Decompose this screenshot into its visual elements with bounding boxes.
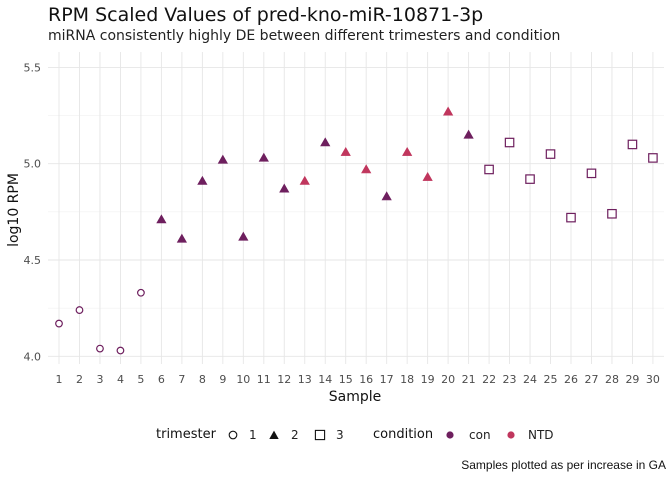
legend-label-trimester-3: 3	[336, 428, 344, 442]
x-tick-label: 26	[564, 373, 578, 386]
data-point-sample-11	[258, 152, 269, 162]
data-point-sample-1	[55, 319, 63, 328]
data-point-sample-19	[422, 171, 433, 181]
data-point-sample-14	[320, 137, 331, 147]
legend-title-trimester: trimester	[156, 427, 216, 442]
y-tick-label: 5.5	[24, 61, 42, 74]
x-tick-label: 23	[503, 373, 517, 386]
chart-caption: Samples plotted as per increase in GA	[461, 458, 666, 472]
x-tick-label: 7	[178, 373, 185, 386]
data-point-sample-5	[137, 288, 145, 297]
grid-layer	[48, 52, 664, 364]
legend-key-trimester-1	[228, 430, 238, 440]
legend: trimester 1 2 3 condition con NTD	[0, 426, 672, 446]
x-tick-label: 1	[56, 373, 63, 386]
data-point-sample-13	[299, 175, 310, 185]
y-axis-title: log10 RPM	[6, 173, 22, 247]
x-tick-label: 16	[359, 373, 373, 386]
legend-label-trimester-1: 1	[249, 428, 257, 442]
x-tick-label: 17	[380, 373, 394, 386]
data-point-sample-7	[176, 233, 187, 243]
legend-key-condition-con	[446, 431, 454, 439]
legend-title-condition: condition	[373, 427, 434, 442]
x-tick-label: 27	[584, 373, 598, 386]
x-tick-label: 25	[544, 373, 558, 386]
data-point-sample-15	[340, 146, 351, 156]
x-tick-label: 18	[400, 373, 414, 386]
data-point-sample-10	[238, 231, 249, 241]
x-tick-label: 10	[236, 373, 250, 386]
data-point-sample-24	[525, 174, 535, 184]
data-point-sample-29	[627, 139, 638, 150]
x-tick-label: 2	[76, 373, 83, 386]
data-point-sample-30	[648, 153, 658, 163]
data-point-sample-2	[75, 306, 84, 314]
x-tick-label: 15	[339, 373, 353, 386]
data-point-sample-6	[156, 214, 167, 224]
legend-key-condition-ntd	[507, 431, 515, 439]
x-tick-label: 12	[277, 373, 291, 386]
x-tick-label: 6	[158, 373, 165, 386]
legend-label-condition-ntd: NTD	[528, 428, 554, 442]
data-point-sample-20	[443, 106, 454, 116]
x-tick-label: 14	[318, 373, 332, 386]
x-tick-label: 13	[298, 373, 312, 386]
x-tick-label: 5	[137, 373, 144, 386]
x-tick-label: 20	[441, 373, 455, 386]
x-tick-label: 19	[421, 373, 435, 386]
chart-subtitle: miRNA consistently highly DE between dif…	[48, 28, 561, 44]
x-tick-label: 29	[625, 373, 639, 386]
data-point-sample-18	[402, 146, 413, 156]
x-tick-labels: 1 2 3 4 5 6 7 8 9 10 11 12 13 14 15 16 17 18 19 20 21 22 23 24 2…	[56, 373, 660, 386]
data-point-sample-23	[504, 137, 515, 148]
x-tick-label: 30	[646, 373, 660, 386]
x-axis-title: Sample	[329, 389, 382, 405]
data-point-sample-27	[586, 168, 597, 179]
data-point-sample-22	[484, 164, 494, 175]
y-tick-labels: 4.0 4.5 5.0 5.5	[24, 61, 42, 363]
data-point-sample-28	[607, 208, 617, 219]
y-tick-label: 4.5	[24, 254, 42, 267]
x-tick-label: 8	[199, 373, 206, 386]
y-tick-label: 4.0	[24, 350, 42, 363]
legend-label-trimester-2: 2	[291, 428, 299, 442]
data-point-sample-9	[217, 154, 228, 164]
legend-label-condition-con: con	[469, 428, 491, 442]
data-point-sample-16	[361, 164, 372, 174]
data-point-sample-12	[279, 183, 290, 193]
legend-key-trimester-2	[269, 430, 279, 439]
y-tick-label: 5.0	[24, 158, 42, 171]
x-tick-label: 21	[462, 373, 476, 386]
data-point-sample-25	[545, 149, 556, 159]
data-point-sample-21	[463, 129, 474, 139]
points-layer	[55, 106, 658, 355]
x-tick-label: 4	[117, 373, 124, 386]
data-point-sample-26	[566, 212, 576, 223]
x-tick-label: 22	[482, 373, 496, 386]
data-point-sample-4	[116, 346, 125, 355]
chart-title: RPM Scaled Values of pred-kno-miR-10871-…	[48, 4, 484, 26]
data-point-sample-8	[197, 175, 208, 185]
x-tick-label: 3	[96, 373, 103, 386]
data-point-sample-17	[381, 191, 392, 201]
scatter-plot: 4.04.55.05.5 1 2 3 4 5 6 7 8 9 10 11 12 13 14 15 16 17 18…	[6, 52, 664, 405]
x-tick-label: 9	[219, 373, 226, 386]
data-point-sample-3	[96, 344, 104, 353]
x-tick-label: 24	[523, 373, 537, 386]
x-tick-label: 11	[257, 373, 271, 386]
legend-key-trimester-3	[314, 429, 326, 441]
x-tick-label: 28	[605, 373, 619, 386]
